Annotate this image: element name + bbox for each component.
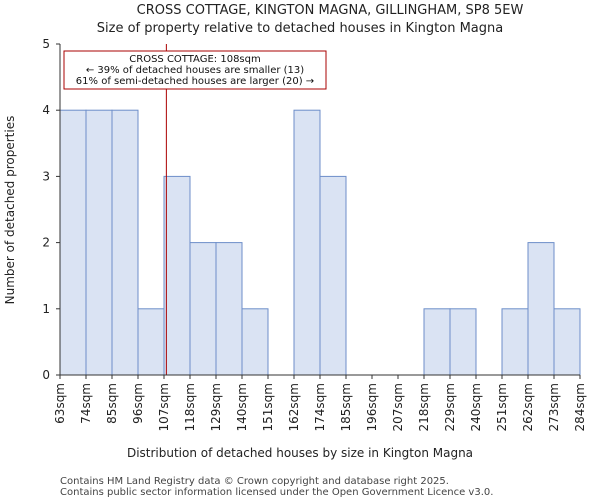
- x-tick-label: 174sqm: [313, 383, 327, 431]
- x-tick-label: 118sqm: [183, 383, 197, 431]
- bar-162sqm: [293, 109, 321, 376]
- y-tick-label: 4: [42, 103, 50, 117]
- x-axis-label: Distribution of detached houses by size …: [127, 446, 473, 460]
- y-axis-label: Number of detached properties: [3, 116, 17, 305]
- x-tick-label: 185sqm: [339, 383, 353, 431]
- bar-218sqm: [423, 308, 451, 376]
- y-tick-label: 2: [42, 236, 50, 250]
- bar-85sqm: [111, 109, 139, 376]
- y-tick-label: 0: [42, 368, 50, 382]
- bar-273sqm: [553, 308, 581, 376]
- x-tick-label: 218sqm: [417, 383, 431, 431]
- bar-262sqm: [527, 242, 555, 376]
- y-tick-label: 5: [42, 37, 50, 51]
- x-tick-label: 107sqm: [157, 383, 171, 431]
- x-tick-label: 262sqm: [521, 383, 535, 431]
- bar-96sqm: [137, 308, 165, 376]
- x-tick-label: 151sqm: [261, 383, 275, 431]
- x-tick-label: 162sqm: [287, 383, 301, 431]
- x-tick-label: 251sqm: [495, 383, 509, 431]
- x-tick-label: 273sqm: [547, 383, 561, 431]
- x-tick-label: 129sqm: [209, 383, 223, 431]
- annotation-line-2: ← 39% of detached houses are smaller (13…: [86, 65, 304, 76]
- bars-group: [59, 109, 581, 376]
- y-tick-label: 3: [42, 169, 50, 183]
- bar-63sqm: [59, 109, 87, 376]
- bar-251sqm: [501, 308, 529, 376]
- x-tick-label: 207sqm: [391, 383, 405, 431]
- bar-74sqm: [85, 109, 113, 376]
- bar-174sqm: [319, 175, 347, 376]
- bar-129sqm: [215, 242, 243, 376]
- x-tick-label: 196sqm: [365, 383, 379, 431]
- bar-118sqm: [189, 242, 217, 376]
- x-tick-label: 240sqm: [469, 383, 483, 431]
- annotation-line-1: CROSS COTTAGE: 108sqm: [129, 54, 260, 65]
- x-tick-label: 63sqm: [53, 383, 67, 424]
- bar-229sqm: [449, 308, 477, 376]
- bar-140sqm: [241, 308, 269, 376]
- y-axis-ticks: 0 1 2 3 4 5: [42, 37, 60, 382]
- bar-107sqm: [163, 175, 191, 376]
- annotation-line-3: 61% of semi-detached houses are larger (…: [76, 76, 314, 87]
- x-tick-label: 284sqm: [573, 383, 587, 431]
- annotation-box: CROSS COTTAGE: 108sqm ← 39% of detached …: [63, 50, 327, 90]
- footer-line-1: Contains HM Land Registry data © Crown c…: [60, 476, 449, 487]
- chart-subtitle: Size of property relative to detached ho…: [97, 21, 503, 36]
- chart-title: CROSS COTTAGE, KINGTON MAGNA, GILLINGHAM…: [137, 3, 524, 18]
- x-tick-label: 74sqm: [79, 383, 93, 424]
- x-tick-label: 96sqm: [131, 383, 145, 424]
- x-tick-label: 140sqm: [235, 383, 249, 431]
- footer-line-2: Contains public sector information licen…: [60, 487, 493, 498]
- annotation-frame: [63, 50, 327, 90]
- x-tick-label: 229sqm: [443, 383, 457, 431]
- x-axis-ticks: 63sqm 74sqm 85sqm 96sqm 107sqm 118sqm 129sqm 14…: [53, 375, 587, 431]
- y-tick-label: 1: [42, 302, 50, 316]
- x-tick-label: 85sqm: [105, 383, 119, 424]
